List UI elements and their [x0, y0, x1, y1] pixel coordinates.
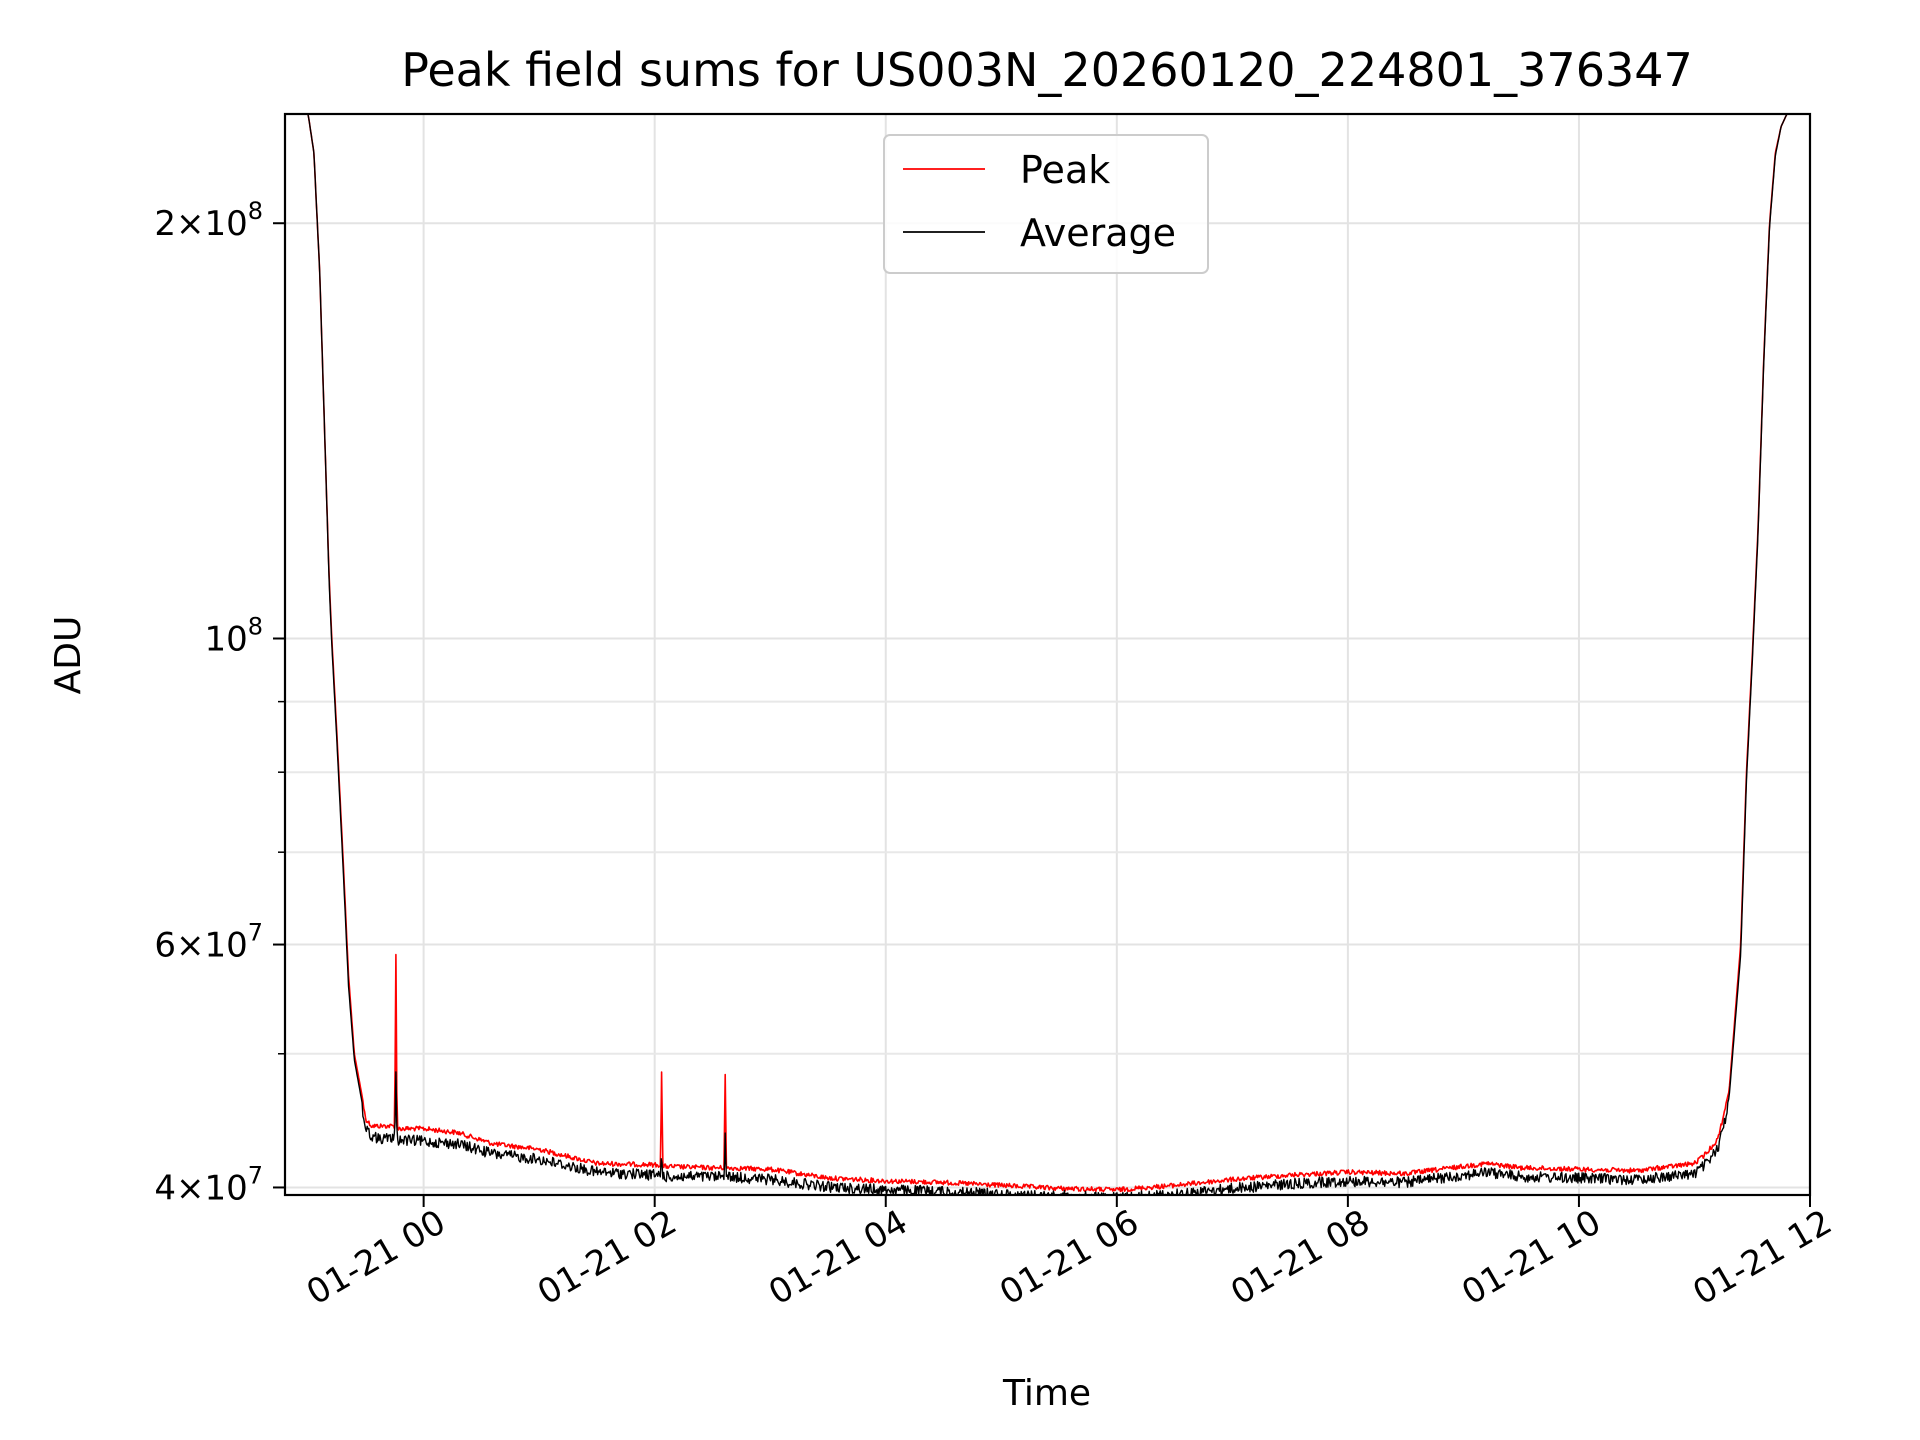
legend-label-peak: Peak: [1020, 148, 1110, 192]
chart-title: Peak field sums for US003N_20260120_2248…: [401, 43, 1693, 97]
y-axis-title: ADU: [48, 616, 89, 695]
legend: Peak Average: [883, 134, 1209, 274]
legend-label-average: Average: [1020, 211, 1176, 255]
x-axis-title: Time: [1002, 1373, 1091, 1414]
y-tick-label: 108: [204, 613, 263, 660]
series-line-peak: [285, 114, 1810, 1193]
y-tick-label: 2×108: [154, 197, 263, 244]
y-tick-label: 6×107: [154, 919, 263, 966]
series-line-average: [285, 114, 1810, 1195]
plot-area-frame: [283, 112, 1812, 1197]
series-lines: [285, 114, 1810, 1195]
y-tick-label: 4×107: [154, 1161, 263, 1208]
y-axis-ticks: 4×107 6×107 108 2×108: [154, 197, 285, 1208]
